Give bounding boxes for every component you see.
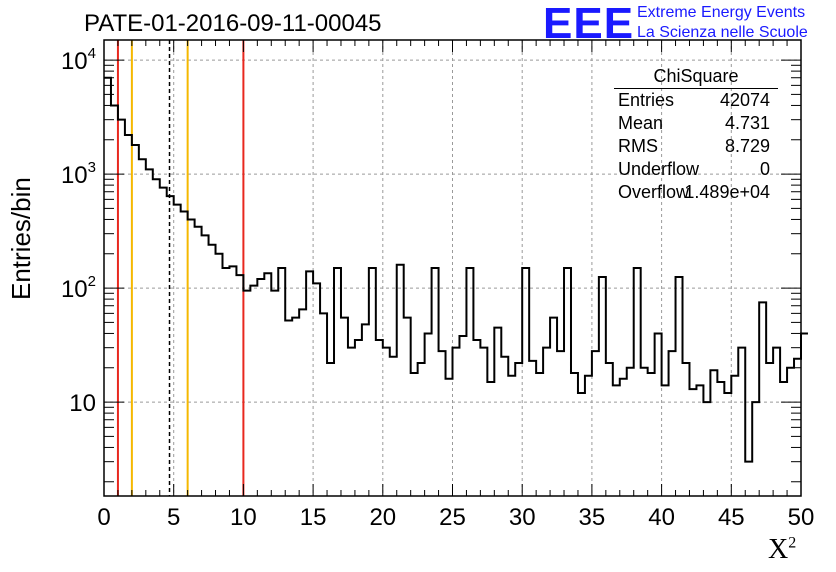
stats-row: Underflow 0 [610, 158, 778, 181]
x-axis-label: X2 [768, 534, 796, 566]
x-tick-label: 35 [579, 504, 606, 531]
y-tick-label-exponent: 4 [88, 45, 96, 62]
logo-line-2: La Scienza nelle Scuole [637, 24, 808, 41]
stats-key: Mean [618, 113, 664, 133]
y-tick-label-exponent: 2 [88, 273, 96, 290]
x-tick-label: 10 [230, 504, 257, 531]
x-axis-label-base: X [768, 534, 789, 565]
x-tick-label: 30 [509, 504, 536, 531]
x-tick-label: 20 [369, 504, 396, 531]
x-axis-label-exponent: 2 [788, 534, 797, 552]
stats-key: Entries [618, 90, 675, 110]
chart-title: PATE-01-2016-09-11-00045 [84, 10, 382, 37]
y-tick-label: 102 [61, 273, 96, 303]
y-tick-label: 104 [61, 45, 96, 75]
x-tick-label: 45 [718, 504, 745, 531]
stats-value: 42074 [719, 90, 770, 110]
stats-row: Entries 42074 [610, 89, 778, 112]
stats-key: Overflow [618, 182, 690, 202]
stats-value: 0 [759, 159, 770, 179]
x-tick-label: 5 [167, 504, 180, 531]
y-tick-label-exponent: 3 [88, 159, 96, 176]
logo-caption: Extreme Energy Events La Scienza nelle S… [637, 3, 808, 43]
stats-value: 4.731 [724, 113, 770, 133]
x-tick-label: 40 [648, 504, 675, 531]
x-tick-label: 15 [300, 504, 327, 531]
logo-line-1: Extreme Energy Events [637, 4, 806, 21]
x-tick-label: 25 [439, 504, 466, 531]
stats-key: RMS [618, 136, 658, 156]
stats-row: RMS 8.729 [610, 135, 778, 158]
eee-logo: EEE [543, 0, 635, 48]
stats-box: ChiSquare Entries 42074 Mean 4.731 RMS 8.72… [610, 66, 778, 204]
y-tick-label: 10 [69, 390, 96, 417]
y-tick-label-base: 10 [61, 48, 88, 75]
stats-value: 8.729 [724, 136, 770, 156]
y-tick-label: 103 [61, 159, 96, 189]
stats-title: ChiSquare [614, 66, 778, 89]
stats-value: 1.489e+04 [684, 182, 770, 202]
y-tick-label-base: 10 [61, 276, 88, 303]
x-tick-label: 50 [788, 504, 815, 531]
y-axis-label: Entries/bin [6, 177, 36, 300]
x-tick-label: 0 [97, 504, 110, 531]
histogram-step-line [104, 76, 808, 463]
stats-row: Mean 4.731 [610, 112, 778, 135]
stats-row: Overflow 1.489e+04 [610, 181, 778, 204]
y-tick-label-base: 10 [61, 162, 88, 189]
stats-key: Underflow [618, 159, 700, 179]
